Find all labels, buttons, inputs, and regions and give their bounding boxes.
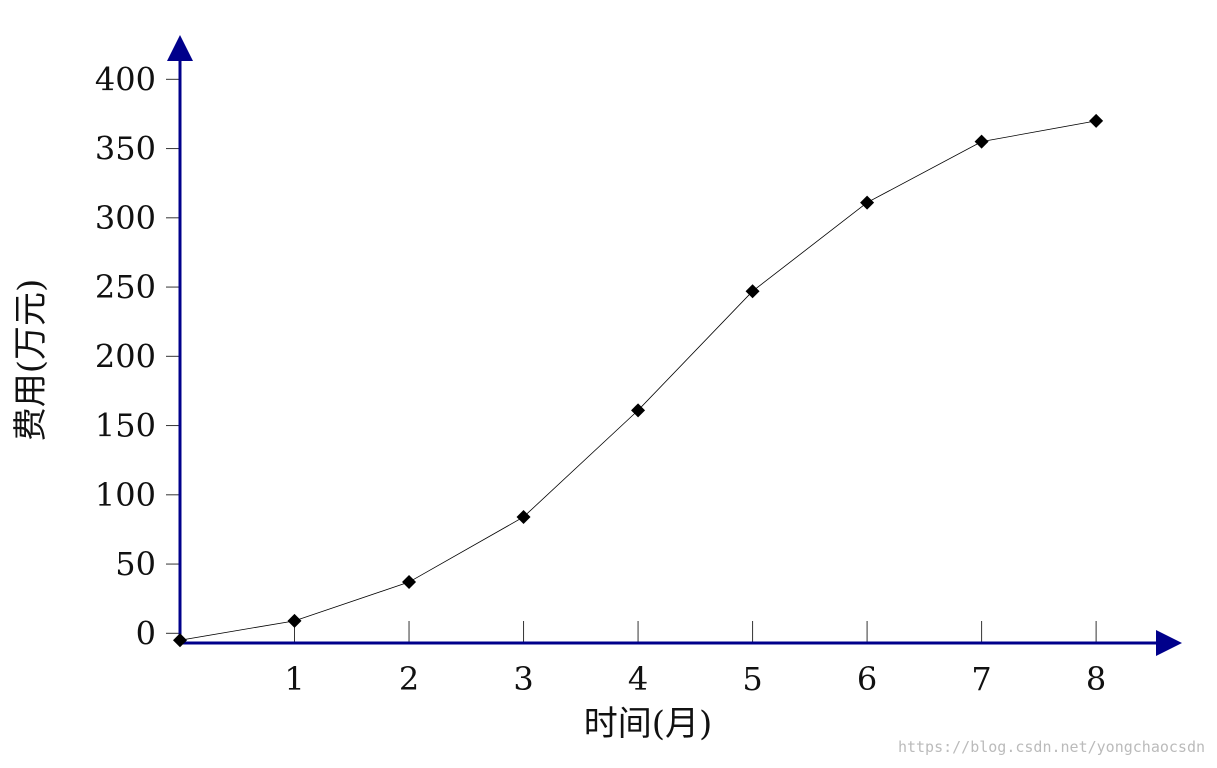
y-tick-label: 400	[95, 60, 156, 98]
x-axis-label: 时间(月)	[584, 704, 713, 744]
point-marker	[173, 633, 187, 648]
point-marker	[402, 575, 417, 590]
y-tick-label: 300	[95, 199, 156, 237]
x-tick-label: 7	[971, 660, 991, 698]
y-tick-label: 100	[95, 476, 156, 514]
x-tick-label: 8	[1086, 660, 1106, 698]
point-marker	[287, 613, 302, 628]
y-tick-label: 150	[95, 407, 156, 445]
point-marker	[516, 509, 531, 524]
x-tick-label: 5	[742, 660, 762, 698]
y-tick-label: 250	[95, 268, 156, 306]
x-axis-arrow	[1156, 630, 1182, 656]
x-tick-label: 2	[399, 660, 419, 698]
point-marker	[860, 195, 875, 210]
x-tick-label: 6	[857, 660, 877, 698]
watermark: https://blog.csdn.net/yongchaocsdn	[898, 738, 1205, 756]
x-tick-label: 3	[513, 660, 533, 698]
point-marker	[631, 403, 646, 418]
y-axis-arrow	[167, 35, 193, 61]
y-tick-label: 350	[95, 130, 156, 168]
point-marker	[1089, 113, 1104, 128]
x-tick-label: 4	[628, 660, 648, 698]
point-marker	[974, 134, 989, 149]
series-line	[179, 120, 1097, 641]
y-axis-label: 费用(万元)	[11, 279, 51, 442]
point-marker	[745, 284, 760, 299]
y-tick-label: 50	[115, 545, 156, 583]
y-tick-label: 200	[95, 337, 156, 375]
x-tick-label: 1	[284, 660, 304, 698]
y-tick-label: 0	[136, 614, 156, 652]
